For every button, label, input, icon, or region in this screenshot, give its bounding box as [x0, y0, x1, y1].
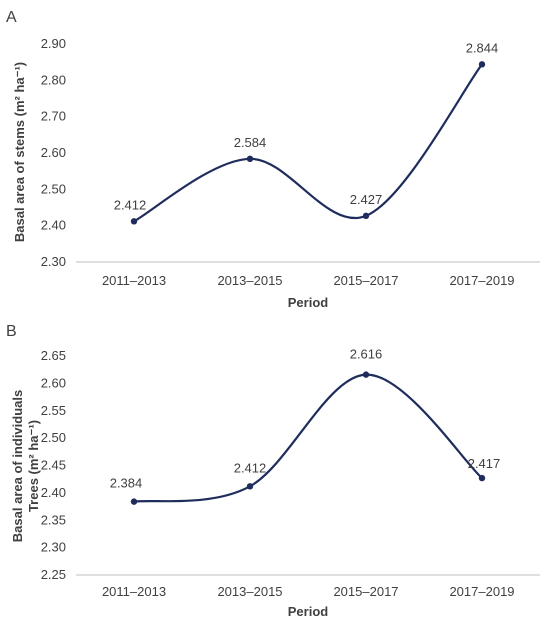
panel-a-xtick-label: 2011–2013 [102, 273, 166, 288]
panel-b-ytick-label: 2.50 [41, 430, 66, 445]
panel-b-ytick-label: 2.45 [41, 458, 66, 473]
panel-b-data-point [362, 371, 370, 378]
panel-b-ytick-label: 2.35 [41, 512, 66, 527]
panel-a-data-label: 2.412 [114, 197, 147, 212]
panel-a-data-point [130, 218, 138, 225]
panel-b-data-label: 2.417 [468, 456, 501, 471]
panel-a-ytick-label: 2.40 [41, 218, 66, 233]
panel-a-label: A [6, 9, 17, 26]
panel-b-plot: 2.25 2.30 2.35 2.40 2.45 2.50 2.55 2.60 2.65 2011… [10, 347, 540, 599]
panel-b-xtick-label: 2017–2019 [449, 584, 514, 599]
panel-a-data-point [478, 61, 486, 68]
panel-b-xtick-label: 2013–2015 [217, 584, 282, 599]
panel-b-data-label: 2.412 [234, 460, 267, 475]
panel-a-xtick-label: 2013–2015 [217, 273, 282, 288]
panel-b-xlabel: Period [288, 604, 329, 619]
panel-a-ytick-label: 2.80 [41, 72, 66, 87]
panel-a-xtick-label: 2017–2019 [449, 273, 514, 288]
panel-a-data-point [246, 155, 254, 163]
panel-a-ytick-label: 2.50 [41, 181, 66, 196]
panel-a-series-line [133, 63, 483, 223]
panel-b-ytick-label: 2.30 [41, 540, 66, 555]
panel-a-ytick-label: 2.90 [41, 36, 66, 51]
panel-a-data-point [362, 212, 370, 220]
panel-b-ytick-label: 2.55 [41, 403, 66, 418]
panel-a-ytick-label: 2.70 [41, 109, 66, 124]
panel-b-ytick-label: 2.60 [41, 375, 66, 390]
panel-b-data-point [478, 474, 486, 482]
panel-a-ytick-label: 2.30 [41, 254, 66, 269]
panel-b-ylabel: Basal area of individualsTrees (m² ha⁻¹) [10, 390, 41, 542]
panel-b-xtick-label: 2015–2017 [333, 584, 398, 599]
panel-b-xtick-label: 2011–2013 [102, 584, 166, 599]
panel-b-data-point [130, 498, 138, 505]
panel-b-series-line [133, 373, 483, 503]
panel-a-ylabel: Basal area of stems (m² ha⁻¹) [12, 62, 27, 242]
panel-b-data-label: 2.616 [350, 347, 383, 362]
panel-b-data-point [246, 483, 254, 490]
panel-b-data-label: 2.384 [110, 476, 143, 491]
panel-b-label: B [6, 323, 17, 340]
panel-a-xlabel: Period [288, 295, 329, 310]
panel-a-plot: 2.30 2.40 2.50 2.60 2.70 2.80 2.90 2011–2013 201… [41, 36, 540, 288]
panel-b-ytick-label: 2.25 [41, 567, 66, 582]
panel-b-ytick-label: 2.40 [41, 485, 66, 500]
panel-a-data-label: 2.584 [234, 135, 267, 150]
panel-a-ytick-label: 2.60 [41, 145, 66, 160]
panel-b-ytick-label: 2.65 [41, 348, 66, 363]
panel-a-xtick-label: 2015–2017 [333, 273, 398, 288]
panel-a-data-label: 2.427 [350, 192, 383, 207]
panel-a-data-label: 2.844 [466, 40, 499, 55]
